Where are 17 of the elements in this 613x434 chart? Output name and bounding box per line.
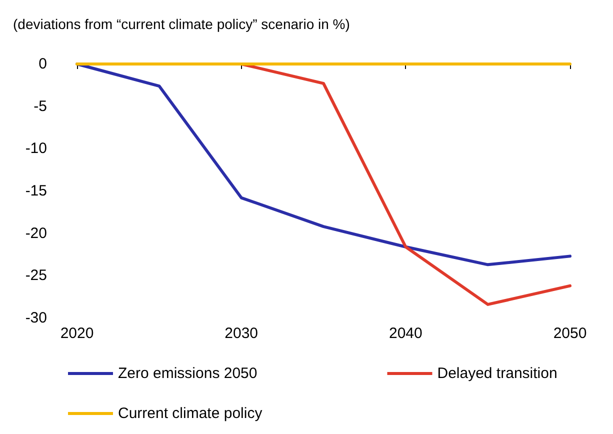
line-series <box>240 62 572 306</box>
chart-subtitle: (deviations from “current climate policy” scenario in %) <box>13 16 350 32</box>
y-tick-label: -10 <box>25 140 47 158</box>
y-tick-label: -15 <box>25 182 47 200</box>
y-tick-label: -5 <box>34 98 47 115</box>
legend-label: Zero emissions 2050 <box>118 365 258 382</box>
x-tick-label: 2050 <box>553 325 587 342</box>
y-tick-label: -25 <box>25 267 47 284</box>
x-tick-label: 2030 <box>224 325 258 342</box>
line-series <box>76 62 572 266</box>
legend-label: Delayed transition <box>437 365 558 382</box>
y-tick-label: -30 <box>25 310 47 326</box>
x-tick-label: 2020 <box>60 325 94 342</box>
y-tick-label: 0 <box>38 56 47 72</box>
legend-label: Current climate policy <box>118 405 263 422</box>
y-tick-label: -20 <box>25 224 47 242</box>
x-tick-label: 2040 <box>388 325 422 342</box>
